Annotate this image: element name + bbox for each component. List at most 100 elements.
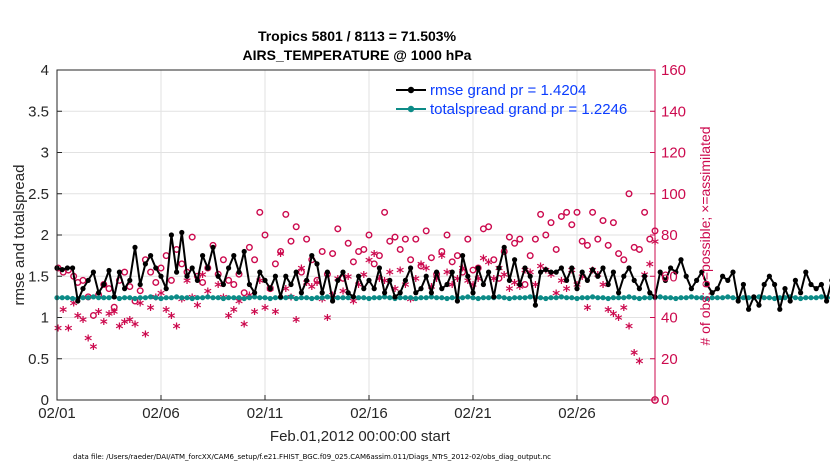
- rmse-point: [153, 265, 159, 271]
- totalspread-point: [522, 295, 528, 301]
- rmse-point: [558, 265, 565, 271]
- obs-assimilated-point: *: [568, 264, 576, 282]
- totalspread-point: [740, 295, 747, 301]
- totalspread-point: [262, 295, 268, 301]
- rmse-point: [511, 257, 518, 263]
- obs-assimilated-point: *: [370, 247, 378, 265]
- rmse-point: [553, 269, 559, 275]
- obs-assimilated-point: *: [448, 278, 456, 296]
- rmse-point: [231, 253, 237, 259]
- obs-assimilated-point: *: [323, 311, 331, 329]
- obs-possible-point: [464, 235, 472, 243]
- obs-possible-point: [511, 239, 519, 247]
- obs-possible-point: [578, 237, 586, 245]
- totalspread-point: [174, 294, 180, 300]
- obs-assimilated-point: *: [583, 301, 591, 319]
- totalspread-point: [153, 295, 159, 301]
- totalspread-point: [662, 295, 669, 301]
- obs-assimilated-point: *: [141, 328, 149, 346]
- footer-data-file: data file: /Users/raeder/DAI/ATM_forcXX/…: [73, 453, 551, 461]
- obs-possible-point: [292, 223, 300, 231]
- rmse-point: [210, 244, 216, 250]
- totalspread-point: [553, 295, 559, 301]
- obs-assimilated-point: *: [79, 313, 87, 331]
- obs-possible-point: [599, 217, 607, 225]
- totalspread-point: [798, 295, 804, 302]
- rmse-point: [538, 269, 544, 275]
- obs-assimilated-point: *: [214, 278, 222, 296]
- rmse-point: [189, 265, 195, 271]
- obs-assimilated-point: *: [136, 297, 144, 315]
- rmse-point: [434, 269, 440, 275]
- obs-assimilated-point: *: [178, 293, 186, 311]
- obs-possible-point: [386, 237, 394, 245]
- obs-assimilated-point: *: [630, 346, 638, 364]
- totalspread-point: [205, 294, 211, 300]
- obs-assimilated-point: *: [474, 272, 482, 290]
- obs-possible-point: [365, 231, 373, 239]
- rmse-point: [699, 269, 705, 275]
- rmse-point: [382, 290, 388, 296]
- obs-assimilated-point: *: [531, 278, 539, 296]
- rmse-point: [584, 277, 591, 283]
- totalspread-point: [600, 295, 606, 301]
- totalspread-point: [548, 295, 554, 301]
- obs-possible-point: [646, 235, 654, 243]
- obs-possible-point: [427, 254, 435, 262]
- rmse-point: [356, 273, 362, 279]
- obs-possible-point: [152, 278, 160, 286]
- rmse-point: [64, 265, 70, 271]
- totalspread-point: [163, 295, 169, 301]
- rmse-point: [740, 281, 747, 288]
- obs-assimilated-point: *: [391, 282, 399, 300]
- obs-assimilated-point: *: [578, 270, 586, 288]
- totalspread-point: [590, 294, 596, 300]
- obs-possible-point: [251, 256, 259, 264]
- rmse-point: [491, 294, 497, 300]
- rmse-point: [730, 269, 736, 275]
- totalspread-point: [288, 294, 294, 300]
- rmse-point: [111, 294, 117, 300]
- rmse-point: [314, 261, 320, 267]
- totalspread-point: [621, 295, 627, 301]
- totalspread-point: [184, 295, 190, 301]
- rmse-point: [413, 290, 419, 296]
- obs-assimilated-point: *: [479, 251, 487, 269]
- obs-assimilated-point: *: [511, 276, 519, 294]
- rmse-point: [174, 269, 180, 275]
- obs-assimilated-point: *: [204, 284, 212, 302]
- totalspread-point: [101, 295, 107, 301]
- obs-assimilated-point: *: [318, 293, 326, 311]
- rmse-point: [80, 286, 86, 292]
- totalspread-point: [584, 295, 591, 301]
- rmse-point: [792, 277, 799, 283]
- totalspread-point: [511, 295, 518, 301]
- obs-possible-point: [417, 262, 425, 270]
- totalspread-point: [345, 295, 351, 301]
- obs-possible-point: [261, 231, 269, 239]
- right-y-axis: 0 20 40 60 80 100 120 140 160: [650, 62, 686, 409]
- obs-possible-point: [225, 276, 233, 284]
- obs-possible-point: [256, 208, 264, 216]
- totalspread-point: [792, 295, 799, 301]
- totalspread-point: [480, 295, 486, 301]
- totalspread-point: [470, 295, 476, 301]
- totalspread-point: [168, 295, 174, 301]
- totalspread-point: [272, 295, 278, 301]
- obs-assimilated-point: *: [126, 313, 134, 331]
- totalspread-point: [558, 294, 565, 300]
- totalspread-point: [356, 295, 362, 301]
- obs-possible-point: [448, 258, 456, 266]
- totalspread-point: [616, 295, 622, 301]
- totalspread-point: [116, 295, 122, 302]
- obs-possible-point: [615, 250, 623, 258]
- y2-tick-label: 120: [661, 145, 686, 162]
- rmse-point: [127, 277, 133, 283]
- obs-possible-point: [318, 247, 326, 255]
- rmse-point: [96, 290, 102, 296]
- obs-possible-point: [240, 289, 248, 297]
- rmse-point: [470, 290, 476, 296]
- totalspread-point: [413, 295, 419, 302]
- totalspread-point: [366, 295, 372, 302]
